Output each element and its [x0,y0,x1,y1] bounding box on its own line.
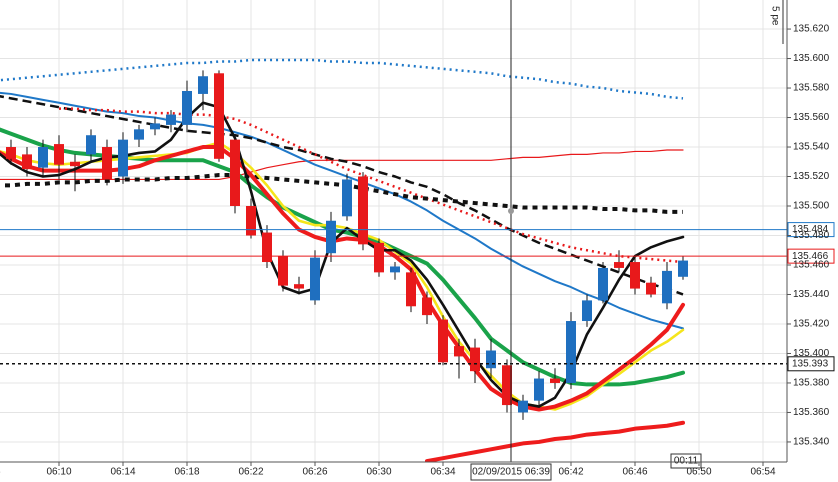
candle-body [550,378,560,383]
price-tag-label: 135.393 [792,358,829,369]
candle-body [310,257,320,301]
price-tag [787,222,835,238]
y-tick-label: 135.520 [793,171,830,182]
candle-body [86,135,96,155]
timer-label: 00:11 [674,456,699,467]
candle-body [390,266,400,273]
x-tick-label: 06:10 [46,467,71,478]
indicator-line [59,107,684,264]
candle-body [534,378,544,401]
candle-body [54,144,64,165]
candle-body [598,267,608,301]
x-tick-label: 06:22 [238,467,263,478]
y-tick-label: 135.340 [793,437,830,448]
candle-body [246,206,256,236]
candle-body [134,129,144,140]
y-tick-label: 135.540 [793,142,830,153]
x-tick-label: 06:46 [622,467,647,478]
y-tick-label: 135.440 [793,289,830,300]
crosshair-label: 02/09/2015 06:39 [472,467,550,478]
y-tick-label: 135.480 [793,230,830,241]
candle-body [486,350,496,369]
y-tick-label: 135.500 [793,201,830,212]
candle-body [198,76,208,94]
x-tick-label: 06:42 [558,467,583,478]
x-tick-label: 06 [0,467,1,478]
candle-body [358,176,368,245]
indicator-line [0,173,683,214]
candle-body [182,90,192,125]
candle-body [582,300,592,322]
crosshair-point [508,208,514,214]
candle-body [326,220,336,254]
timer-tag [670,453,702,469]
candle-body [374,242,384,273]
price-tag [787,356,835,372]
price-tag-label: 135.466 [792,251,829,262]
y-tick-label: 135.360 [793,407,830,418]
candles [6,70,688,420]
candle-body [150,123,160,130]
candle-body [262,232,272,263]
y-tick-label: 135.620 [793,24,830,35]
x-tick-label: 06:30 [366,467,391,478]
x-tick-label: 06:54 [750,467,775,478]
candle-body [646,282,656,295]
y-tick-label: 135.380 [793,378,830,389]
period-label: 5 pe [769,6,780,26]
indicator-line [0,58,684,100]
candle-body [614,262,624,268]
price-tag [787,248,835,264]
price-tag-label: 135.484 [792,224,829,235]
candle-body [230,139,240,207]
x-tick-label: 06:14 [110,467,135,478]
candle-body [102,147,112,180]
candle-body [118,139,128,177]
y-tick-label: 135.580 [793,83,830,94]
y-tick-label: 135.460 [793,260,830,271]
x-tick-label: 06:34 [430,467,455,478]
candle-body [566,321,576,383]
candle-body [342,179,352,217]
x-tick-label: 06:50 [686,467,711,478]
candle-body [70,161,80,167]
candle-body [454,346,464,357]
indicator-line [0,95,684,296]
candle-body [678,260,688,277]
y-tick-label: 135.420 [793,319,830,330]
candle-body [662,270,672,304]
y-tick-label: 135.560 [793,112,830,123]
candle-body [502,365,512,406]
candle-body [166,114,176,125]
candle-body [294,284,304,289]
candle-body [38,147,48,168]
candle-body [518,400,528,413]
candle-body [630,262,640,289]
candle-body [470,347,480,372]
x-tick-label: 06:26 [302,467,327,478]
candle-body [214,73,224,159]
candle-body [438,319,448,363]
candle-body [406,272,416,307]
x-tick-label: 06:18 [174,467,199,478]
y-tick-label: 135.600 [793,53,830,64]
indicator-line [425,420,685,462]
indicator-line [0,91,684,330]
candle-body [278,256,288,286]
candle-body [22,154,32,170]
crosshair-tag [470,463,552,481]
candle-body [422,297,432,316]
y-tick-label: 135.400 [793,348,830,359]
candle-body [6,147,16,159]
